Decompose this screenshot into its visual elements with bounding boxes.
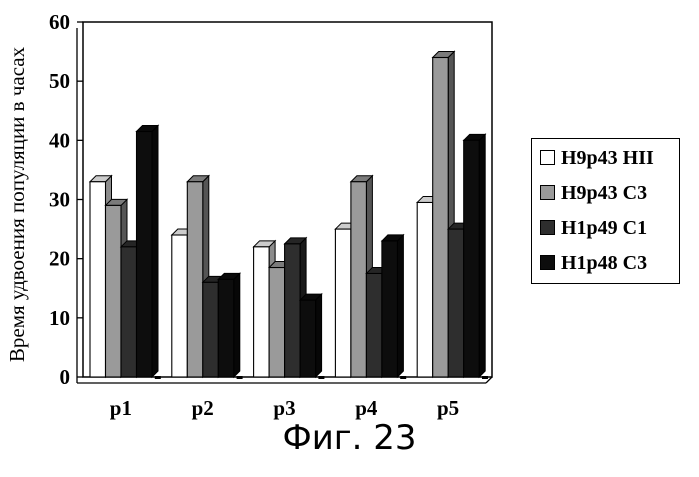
group-separator [155, 376, 161, 379]
y-tick-label: 50 [49, 69, 70, 93]
x-tick-label: p1 [110, 396, 132, 420]
legend-item: H9p43 HII [540, 147, 654, 170]
y-tick-label: 60 [49, 10, 70, 34]
legend-label: H1p48 C3 [561, 252, 647, 274]
legend-swatch [540, 185, 555, 200]
legend-item: H1p48 C3 [540, 252, 647, 275]
bar [417, 202, 433, 377]
bar [464, 140, 480, 377]
bar [448, 229, 464, 377]
bar [187, 182, 203, 377]
bar [172, 235, 188, 377]
bar [121, 247, 137, 377]
bar-side [397, 235, 403, 377]
legend-item: H9p43 C3 [540, 182, 647, 205]
bar [300, 300, 316, 377]
legend-swatch [540, 150, 555, 165]
x-tick-label: p5 [437, 396, 459, 420]
bar [433, 58, 449, 378]
x-tick-label: p2 [192, 396, 214, 420]
legend-swatch [540, 220, 555, 235]
y-tick-label: 10 [49, 306, 70, 330]
bar [335, 229, 351, 377]
x-tick-label: p3 [273, 396, 295, 420]
legend: H9p43 HII H9p43 C3 H1p49 C1 H1p48 C3 [531, 138, 680, 284]
bar [106, 205, 122, 377]
bar-side [316, 294, 322, 377]
legend-label: H9p43 C3 [561, 182, 647, 204]
bar [366, 273, 382, 377]
group-separator [482, 376, 488, 379]
bar-side [479, 134, 485, 377]
y-tick-label: 40 [49, 128, 70, 152]
group-separator [318, 376, 324, 379]
bar [137, 131, 153, 377]
bar [90, 182, 106, 377]
bar [351, 182, 367, 377]
bar [203, 282, 219, 377]
legend-label: H1p49 C1 [561, 217, 647, 239]
group-separator [400, 376, 406, 379]
bar-side [234, 273, 240, 377]
y-axis-label: Время удвоения популяции в часах [5, 46, 29, 362]
x-tick-label: p4 [355, 396, 378, 420]
bar [269, 268, 285, 377]
y-tick-label: 20 [49, 247, 70, 271]
y-tick-label: 30 [49, 188, 70, 212]
bar [285, 244, 301, 377]
bar [218, 279, 234, 377]
y-tick-label: 0 [60, 365, 71, 389]
figure-caption: Фиг. 23 [0, 418, 699, 458]
legend-label: H9p43 HII [561, 147, 654, 169]
bar [382, 241, 398, 377]
bar-side [152, 125, 158, 377]
legend-item: H1p49 C1 [540, 217, 647, 240]
group-separator [237, 376, 243, 379]
bar [254, 247, 270, 377]
legend-swatch [540, 255, 555, 270]
